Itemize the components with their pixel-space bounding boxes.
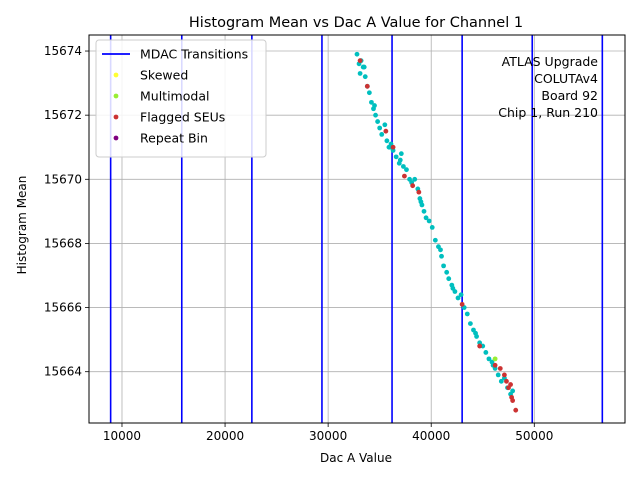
data-point xyxy=(410,183,416,189)
data-points xyxy=(354,51,519,413)
data-point xyxy=(397,157,403,163)
x-tick-label: 30000 xyxy=(309,429,347,443)
legend-label: Multimodal xyxy=(140,89,209,104)
data-point xyxy=(510,388,516,394)
data-point xyxy=(429,224,435,230)
data-point xyxy=(502,372,507,378)
plot-frame xyxy=(88,34,626,424)
axis-ticks: 10000 20000 30000 40000 50000 15664 15666 15668… xyxy=(44,44,554,443)
legend-point-swatch xyxy=(113,135,119,141)
data-point xyxy=(473,330,478,336)
y-tick-label: 15666 xyxy=(44,301,82,315)
data-point xyxy=(379,132,385,137)
data-point xyxy=(432,237,438,243)
y-tick-label: 15670 xyxy=(44,172,82,186)
data-point xyxy=(497,366,503,371)
data-point xyxy=(364,83,370,89)
data-point xyxy=(361,64,367,70)
data-point xyxy=(362,74,368,80)
data-point xyxy=(504,378,509,384)
data-point xyxy=(400,164,406,169)
x-tick-label: 40000 xyxy=(412,429,450,443)
annotation-line: ATLAS Upgrade xyxy=(502,54,599,69)
legend-point-swatch xyxy=(113,93,119,99)
data-point xyxy=(439,253,444,259)
y-tick-label: 15674 xyxy=(44,44,82,58)
data-point xyxy=(412,176,418,182)
data-point xyxy=(382,122,388,128)
data-point xyxy=(373,112,378,118)
legend-label: Skewed xyxy=(140,68,188,83)
data-point xyxy=(486,356,492,362)
data-point xyxy=(467,321,473,326)
data-point xyxy=(416,189,422,195)
data-point xyxy=(492,362,498,368)
data-point xyxy=(423,215,429,221)
data-point xyxy=(377,125,383,131)
legend-point-swatch xyxy=(113,72,119,78)
data-point xyxy=(372,103,377,108)
data-point xyxy=(459,301,465,307)
data-point xyxy=(477,343,483,349)
y-tick-label: 15672 xyxy=(44,108,82,122)
annotation-line: COLUTAv4 xyxy=(534,71,598,86)
x-tick-label: 20000 xyxy=(206,429,244,443)
data-point xyxy=(438,247,443,253)
data-point xyxy=(404,167,409,173)
x-tick-label: 10000 xyxy=(103,429,141,443)
data-point xyxy=(418,199,424,205)
legend-label: MDAC Transitions xyxy=(140,47,248,62)
data-point xyxy=(510,398,516,403)
data-point xyxy=(357,71,363,76)
data-point xyxy=(384,138,390,144)
data-point xyxy=(458,292,464,298)
data-point xyxy=(357,58,363,64)
data-point xyxy=(455,295,461,301)
data-point xyxy=(492,356,498,362)
data-point xyxy=(354,51,360,57)
data-point xyxy=(366,90,372,96)
data-point xyxy=(383,128,389,134)
data-point xyxy=(421,208,427,214)
legend-label: Flagged SEUs xyxy=(140,110,225,125)
legend-point-swatch xyxy=(113,114,119,120)
x-axis-label: Dac A Value xyxy=(320,451,392,465)
data-point xyxy=(426,218,432,224)
legend: MDAC Transitions Skewed Multimodal Flagged … xyxy=(95,39,267,158)
data-point xyxy=(464,311,470,317)
run-annotation: ATLAS Upgrade COLUTAv4 Board 92 Chip 1, Run… xyxy=(498,54,598,120)
y-tick-label: 15664 xyxy=(44,365,82,379)
data-point xyxy=(498,378,504,384)
data-point xyxy=(398,151,404,157)
data-point xyxy=(444,269,450,275)
data-point xyxy=(513,407,519,413)
annotation-line: Board 92 xyxy=(541,88,598,103)
data-point xyxy=(393,154,399,160)
data-point xyxy=(495,372,501,378)
data-point xyxy=(450,285,456,291)
chart-title: Histogram Mean vs Dac A Value for Channe… xyxy=(189,15,523,31)
data-point xyxy=(508,382,513,387)
legend-label: Repeat Bin xyxy=(140,131,208,146)
data-point xyxy=(402,173,407,179)
y-tick-label: 15668 xyxy=(44,236,82,250)
annotation-line: Chip 1, Run 210 xyxy=(498,105,598,120)
data-point xyxy=(446,276,452,282)
legend-box xyxy=(95,39,267,158)
data-point xyxy=(441,263,446,269)
y-axis-label: Histogram Mean xyxy=(15,176,29,275)
data-point xyxy=(390,144,396,150)
data-point xyxy=(369,99,374,105)
x-tick-label: 50000 xyxy=(515,429,553,443)
data-point xyxy=(483,350,489,355)
data-point xyxy=(375,119,381,124)
